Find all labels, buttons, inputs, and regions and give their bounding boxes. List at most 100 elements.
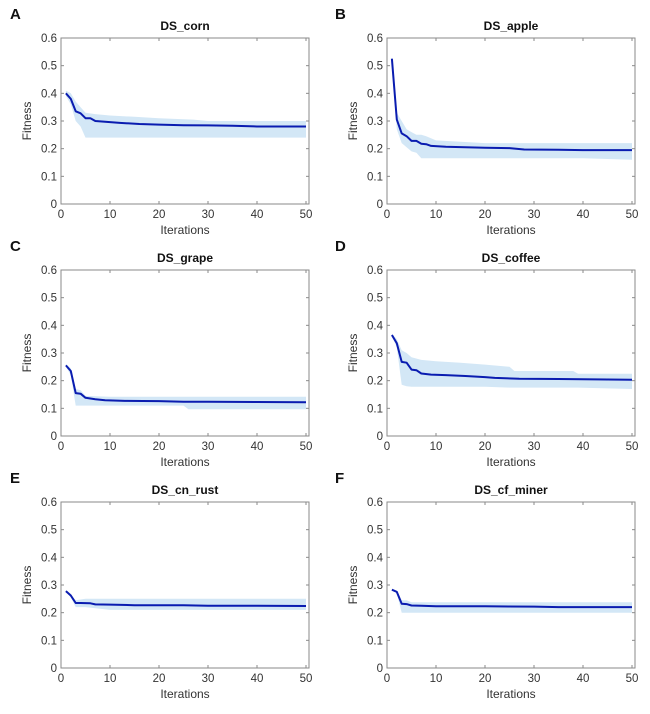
x-tick-label: 30 xyxy=(202,441,215,453)
x-tick-label: 40 xyxy=(251,441,264,453)
y-tick-label: 0.2 xyxy=(367,608,383,620)
y-tick-label: 0.1 xyxy=(41,171,57,183)
x-tick-label: 10 xyxy=(104,209,117,221)
x-tick-label: 10 xyxy=(430,209,443,221)
chart-title: DS_coffee xyxy=(482,251,541,265)
y-tick-label: 0.3 xyxy=(41,348,57,360)
y-tick-label: 0.3 xyxy=(367,348,383,360)
series-line-mean xyxy=(391,588,632,609)
x-tick-label: 30 xyxy=(528,441,541,453)
y-tick-label: 0.1 xyxy=(41,635,57,647)
chart-title: DS_apple xyxy=(484,19,539,33)
x-tick-label: 20 xyxy=(153,441,166,453)
confidence-band xyxy=(391,333,632,389)
chart-svg: 0 0.1 0.2 0.3 0.4 0.5 0.6 0 10 20 30 40 50 DS_grape It… xyxy=(20,251,313,469)
panel-letter: D xyxy=(335,238,346,255)
x-tick-label: 0 xyxy=(58,209,64,221)
panel-letter: A xyxy=(10,6,21,23)
y-tick-label: 0 xyxy=(377,663,383,675)
y-axis-label: Fitness xyxy=(346,102,360,141)
series-line-mean xyxy=(65,590,307,607)
x-tick-label: 50 xyxy=(626,673,639,685)
panel-b: B 0 0.1 0.2 0.3 0.4 0.5 0.6 0 10 20 30 40 50 DS_apple I… xyxy=(325,0,650,237)
y-tick-label: 0.2 xyxy=(41,144,57,156)
x-tick-label: 10 xyxy=(430,673,443,685)
x-axis-label: Iterations xyxy=(486,687,535,701)
y-tick-label: 0.4 xyxy=(41,88,58,100)
x-tick-label: 0 xyxy=(58,441,64,453)
y-tick-label: 0.5 xyxy=(367,61,383,73)
panel-letter: B xyxy=(335,6,346,23)
y-tick-label: 0.2 xyxy=(367,376,383,388)
series-line-mean xyxy=(65,364,307,404)
x-tick-label: 0 xyxy=(58,673,64,685)
axes-frame xyxy=(60,501,310,669)
y-tick-label: 0.4 xyxy=(367,88,384,100)
series-line-mean xyxy=(65,92,306,128)
x-tick-label: 20 xyxy=(479,441,492,453)
panel-letter: F xyxy=(335,470,345,487)
panel-a: A 0 0.1 0.2 0.3 0.4 0.5 0.6 0 10 20 30 40 50 DS_corn It… xyxy=(0,0,325,237)
y-tick-label: 0.5 xyxy=(367,293,383,305)
confidence-band xyxy=(391,589,632,613)
x-tick-label: 20 xyxy=(153,209,166,221)
y-tick-label: 0 xyxy=(51,431,57,443)
y-tick-label: 0.1 xyxy=(367,403,383,415)
y-tick-label: 0.5 xyxy=(41,61,57,73)
x-axis-label: Iterations xyxy=(160,687,209,701)
x-tick-label: 20 xyxy=(479,673,492,685)
series-line-mean xyxy=(391,334,633,381)
x-tick-label: 50 xyxy=(626,441,639,453)
x-tick-label: 20 xyxy=(479,209,492,221)
axes-frame xyxy=(386,269,636,437)
y-tick-label: 0.1 xyxy=(41,403,57,415)
x-tick-label: 10 xyxy=(430,441,443,453)
y-tick-label: 0 xyxy=(51,199,57,211)
y-axis-label: Fitness xyxy=(346,334,360,373)
y-tick-label: 0.3 xyxy=(41,116,57,128)
y-axis-label: Fitness xyxy=(20,566,34,605)
y-tick-label: 0.2 xyxy=(367,144,383,156)
y-tick-label: 0.6 xyxy=(41,33,57,45)
chart-title: DS_cf_miner xyxy=(474,483,548,497)
y-tick-label: 0.6 xyxy=(41,497,57,509)
chart-svg: 0 0.1 0.2 0.3 0.4 0.5 0.6 0 10 20 30 40 50 DS_corn Ite… xyxy=(20,19,313,237)
y-tick-label: 0 xyxy=(377,199,383,211)
x-tick-label: 50 xyxy=(626,209,639,221)
y-tick-label: 0.4 xyxy=(367,320,384,332)
y-tick-label: 0.4 xyxy=(367,552,384,564)
y-tick-label: 0.4 xyxy=(41,320,58,332)
x-tick-label: 0 xyxy=(384,441,390,453)
y-tick-label: 0.3 xyxy=(367,580,383,592)
y-axis-label: Fitness xyxy=(346,566,360,605)
x-tick-label: 50 xyxy=(300,209,313,221)
x-tick-label: 10 xyxy=(104,441,117,453)
confidence-band xyxy=(65,364,307,410)
x-tick-label: 50 xyxy=(300,441,313,453)
x-tick-label: 40 xyxy=(577,673,590,685)
y-tick-label: 0.3 xyxy=(367,116,383,128)
x-tick-label: 30 xyxy=(528,673,541,685)
y-tick-label: 0.6 xyxy=(367,33,383,45)
axes-frame xyxy=(386,37,636,205)
x-tick-label: 20 xyxy=(153,673,166,685)
axes-frame xyxy=(386,501,636,669)
y-tick-label: 0.6 xyxy=(41,265,57,277)
panel-letter: E xyxy=(10,470,21,487)
panel-d: D 0 0.1 0.2 0.3 0.4 0.5 0.6 0 10 20 30 40 50 DS_coffee… xyxy=(325,232,650,469)
x-tick-label: 40 xyxy=(577,441,590,453)
panel-c: C 0 0.1 0.2 0.3 0.4 0.5 0.6 0 10 20 30 40 50 DS_grape I… xyxy=(0,232,325,469)
y-tick-label: 0.1 xyxy=(367,171,383,183)
y-tick-label: 0.5 xyxy=(41,293,57,305)
y-tick-label: 0 xyxy=(377,431,383,443)
y-tick-label: 0.6 xyxy=(367,265,383,277)
chart-svg: 0 0.1 0.2 0.3 0.4 0.5 0.6 0 10 20 30 40 50 DS_apple It… xyxy=(346,19,639,237)
y-tick-label: 0.3 xyxy=(41,580,57,592)
y-tick-label: 0.1 xyxy=(367,635,383,647)
x-axis-label: Iterations xyxy=(160,223,209,237)
x-axis-label: Iterations xyxy=(486,223,535,237)
series-line-mean xyxy=(390,58,632,152)
y-tick-label: 0.5 xyxy=(367,525,383,537)
x-tick-label: 30 xyxy=(528,209,541,221)
confidence-band xyxy=(65,90,307,138)
